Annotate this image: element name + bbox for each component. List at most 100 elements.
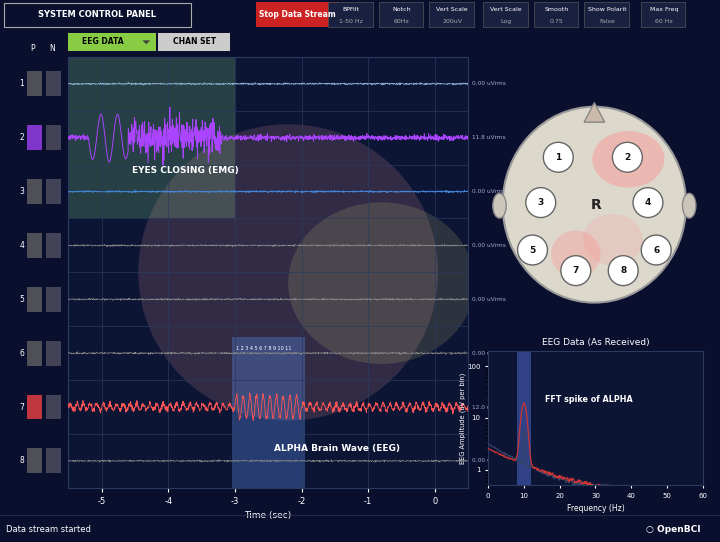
- Text: 3: 3: [538, 198, 544, 207]
- Ellipse shape: [551, 230, 600, 278]
- Text: N: N: [49, 43, 55, 53]
- Ellipse shape: [492, 193, 506, 218]
- Text: 3: 3: [19, 187, 24, 196]
- Text: CHAN SET: CHAN SET: [173, 37, 216, 46]
- Circle shape: [561, 256, 590, 286]
- Text: EEG Data (As Received): EEG Data (As Received): [542, 338, 649, 347]
- FancyBboxPatch shape: [45, 72, 61, 96]
- FancyBboxPatch shape: [483, 2, 528, 28]
- Text: EEG DATA: EEG DATA: [81, 37, 123, 46]
- Text: 5: 5: [529, 246, 536, 255]
- FancyBboxPatch shape: [45, 287, 61, 312]
- Text: 200uV: 200uV: [442, 19, 462, 24]
- Text: False: False: [599, 19, 615, 24]
- FancyBboxPatch shape: [584, 2, 629, 28]
- Text: 0.00 uVrms: 0.00 uVrms: [472, 297, 506, 302]
- FancyBboxPatch shape: [45, 341, 61, 365]
- Text: 6: 6: [653, 246, 660, 255]
- Y-axis label: EEG Amplitude (uV per bin): EEG Amplitude (uV per bin): [459, 372, 466, 463]
- Text: BPFilt: BPFilt: [343, 8, 360, 12]
- Text: EYES CLOSING (EMG): EYES CLOSING (EMG): [132, 166, 238, 175]
- Text: P: P: [30, 43, 35, 53]
- Text: 0.00 uVrms: 0.00 uVrms: [472, 351, 506, 356]
- Circle shape: [642, 235, 671, 265]
- X-axis label: Time (sec): Time (sec): [245, 512, 292, 520]
- FancyBboxPatch shape: [27, 125, 42, 150]
- Ellipse shape: [683, 193, 696, 218]
- FancyBboxPatch shape: [27, 179, 42, 204]
- FancyBboxPatch shape: [641, 2, 685, 28]
- Text: 6: 6: [19, 349, 24, 358]
- Text: 0.00 uVrms: 0.00 uVrms: [472, 243, 506, 248]
- FancyBboxPatch shape: [45, 448, 61, 473]
- Ellipse shape: [288, 202, 474, 364]
- Circle shape: [613, 143, 642, 172]
- FancyBboxPatch shape: [27, 448, 42, 473]
- Text: 1 2 3 4 5 6 7 8 9 10 11: 1 2 3 4 5 6 7 8 9 10 11: [236, 346, 292, 351]
- FancyBboxPatch shape: [68, 57, 235, 218]
- Text: 5: 5: [19, 295, 24, 304]
- Circle shape: [608, 256, 638, 286]
- Text: 60Hz: 60Hz: [394, 19, 410, 24]
- FancyBboxPatch shape: [379, 2, 423, 28]
- Circle shape: [526, 188, 556, 217]
- FancyBboxPatch shape: [27, 72, 42, 96]
- Text: 1: 1: [555, 153, 562, 162]
- Text: FFT spike of ALPHA: FFT spike of ALPHA: [545, 395, 633, 404]
- Text: 0.75: 0.75: [549, 19, 564, 24]
- Text: 1-50 Hz: 1-50 Hz: [339, 19, 364, 24]
- FancyBboxPatch shape: [517, 351, 531, 485]
- Text: 12.0 uVrms: 12.0 uVrms: [472, 404, 505, 410]
- Circle shape: [544, 143, 573, 172]
- Text: 2: 2: [19, 133, 24, 142]
- Text: Data stream started: Data stream started: [6, 525, 91, 534]
- Text: ○ OpenBCI: ○ OpenBCI: [646, 525, 701, 534]
- Text: Vert Scale: Vert Scale: [490, 8, 522, 12]
- Text: Smooth: Smooth: [544, 8, 569, 12]
- FancyBboxPatch shape: [256, 2, 338, 28]
- FancyBboxPatch shape: [158, 33, 230, 51]
- Text: 4: 4: [645, 198, 651, 207]
- FancyBboxPatch shape: [45, 125, 61, 150]
- Ellipse shape: [593, 131, 665, 188]
- Text: 0.00 uVrms: 0.00 uVrms: [472, 459, 506, 463]
- Text: 8: 8: [19, 456, 24, 466]
- Polygon shape: [584, 102, 605, 122]
- FancyBboxPatch shape: [27, 287, 42, 312]
- Circle shape: [633, 188, 663, 217]
- Text: 7: 7: [19, 403, 24, 411]
- Ellipse shape: [583, 214, 643, 266]
- Text: 11.8 uVrms: 11.8 uVrms: [472, 135, 505, 140]
- Text: 0.00 uVrms: 0.00 uVrms: [472, 189, 506, 194]
- Polygon shape: [143, 40, 150, 44]
- FancyBboxPatch shape: [232, 337, 305, 488]
- FancyBboxPatch shape: [27, 233, 42, 258]
- Text: Vert Scale: Vert Scale: [436, 8, 468, 12]
- FancyBboxPatch shape: [27, 395, 42, 420]
- Text: EEG Data (Bandpass 1-50Hz, Notch 60Hz): EEG Data (Bandpass 1-50Hz, Notch 60Hz): [174, 63, 363, 72]
- Text: Notch: Notch: [392, 8, 411, 12]
- Ellipse shape: [503, 107, 686, 302]
- Text: 4: 4: [19, 241, 24, 250]
- FancyBboxPatch shape: [534, 2, 578, 28]
- Text: 7: 7: [572, 266, 579, 275]
- Text: 2: 2: [624, 153, 631, 162]
- Text: 8: 8: [620, 266, 626, 275]
- Ellipse shape: [138, 124, 438, 421]
- Text: Stop Data Stream: Stop Data Stream: [259, 10, 336, 20]
- Text: Log: Log: [500, 19, 512, 24]
- X-axis label: Frequency (Hz): Frequency (Hz): [567, 504, 624, 513]
- Text: 0.00 uVrms: 0.00 uVrms: [472, 81, 506, 86]
- Circle shape: [518, 235, 547, 265]
- Text: 60 Hz: 60 Hz: [655, 19, 672, 24]
- FancyBboxPatch shape: [27, 341, 42, 365]
- Text: ALPHA Brain Wave (EEG): ALPHA Brain Wave (EEG): [274, 444, 400, 453]
- FancyBboxPatch shape: [429, 2, 474, 28]
- FancyBboxPatch shape: [328, 2, 373, 28]
- Text: Show Polarit: Show Polarit: [588, 8, 626, 12]
- FancyBboxPatch shape: [68, 33, 156, 51]
- Text: SYSTEM CONTROL PANEL: SYSTEM CONTROL PANEL: [38, 10, 156, 20]
- Text: R: R: [591, 198, 602, 212]
- Text: Max Freq: Max Freq: [649, 8, 678, 12]
- Text: 1: 1: [19, 79, 24, 88]
